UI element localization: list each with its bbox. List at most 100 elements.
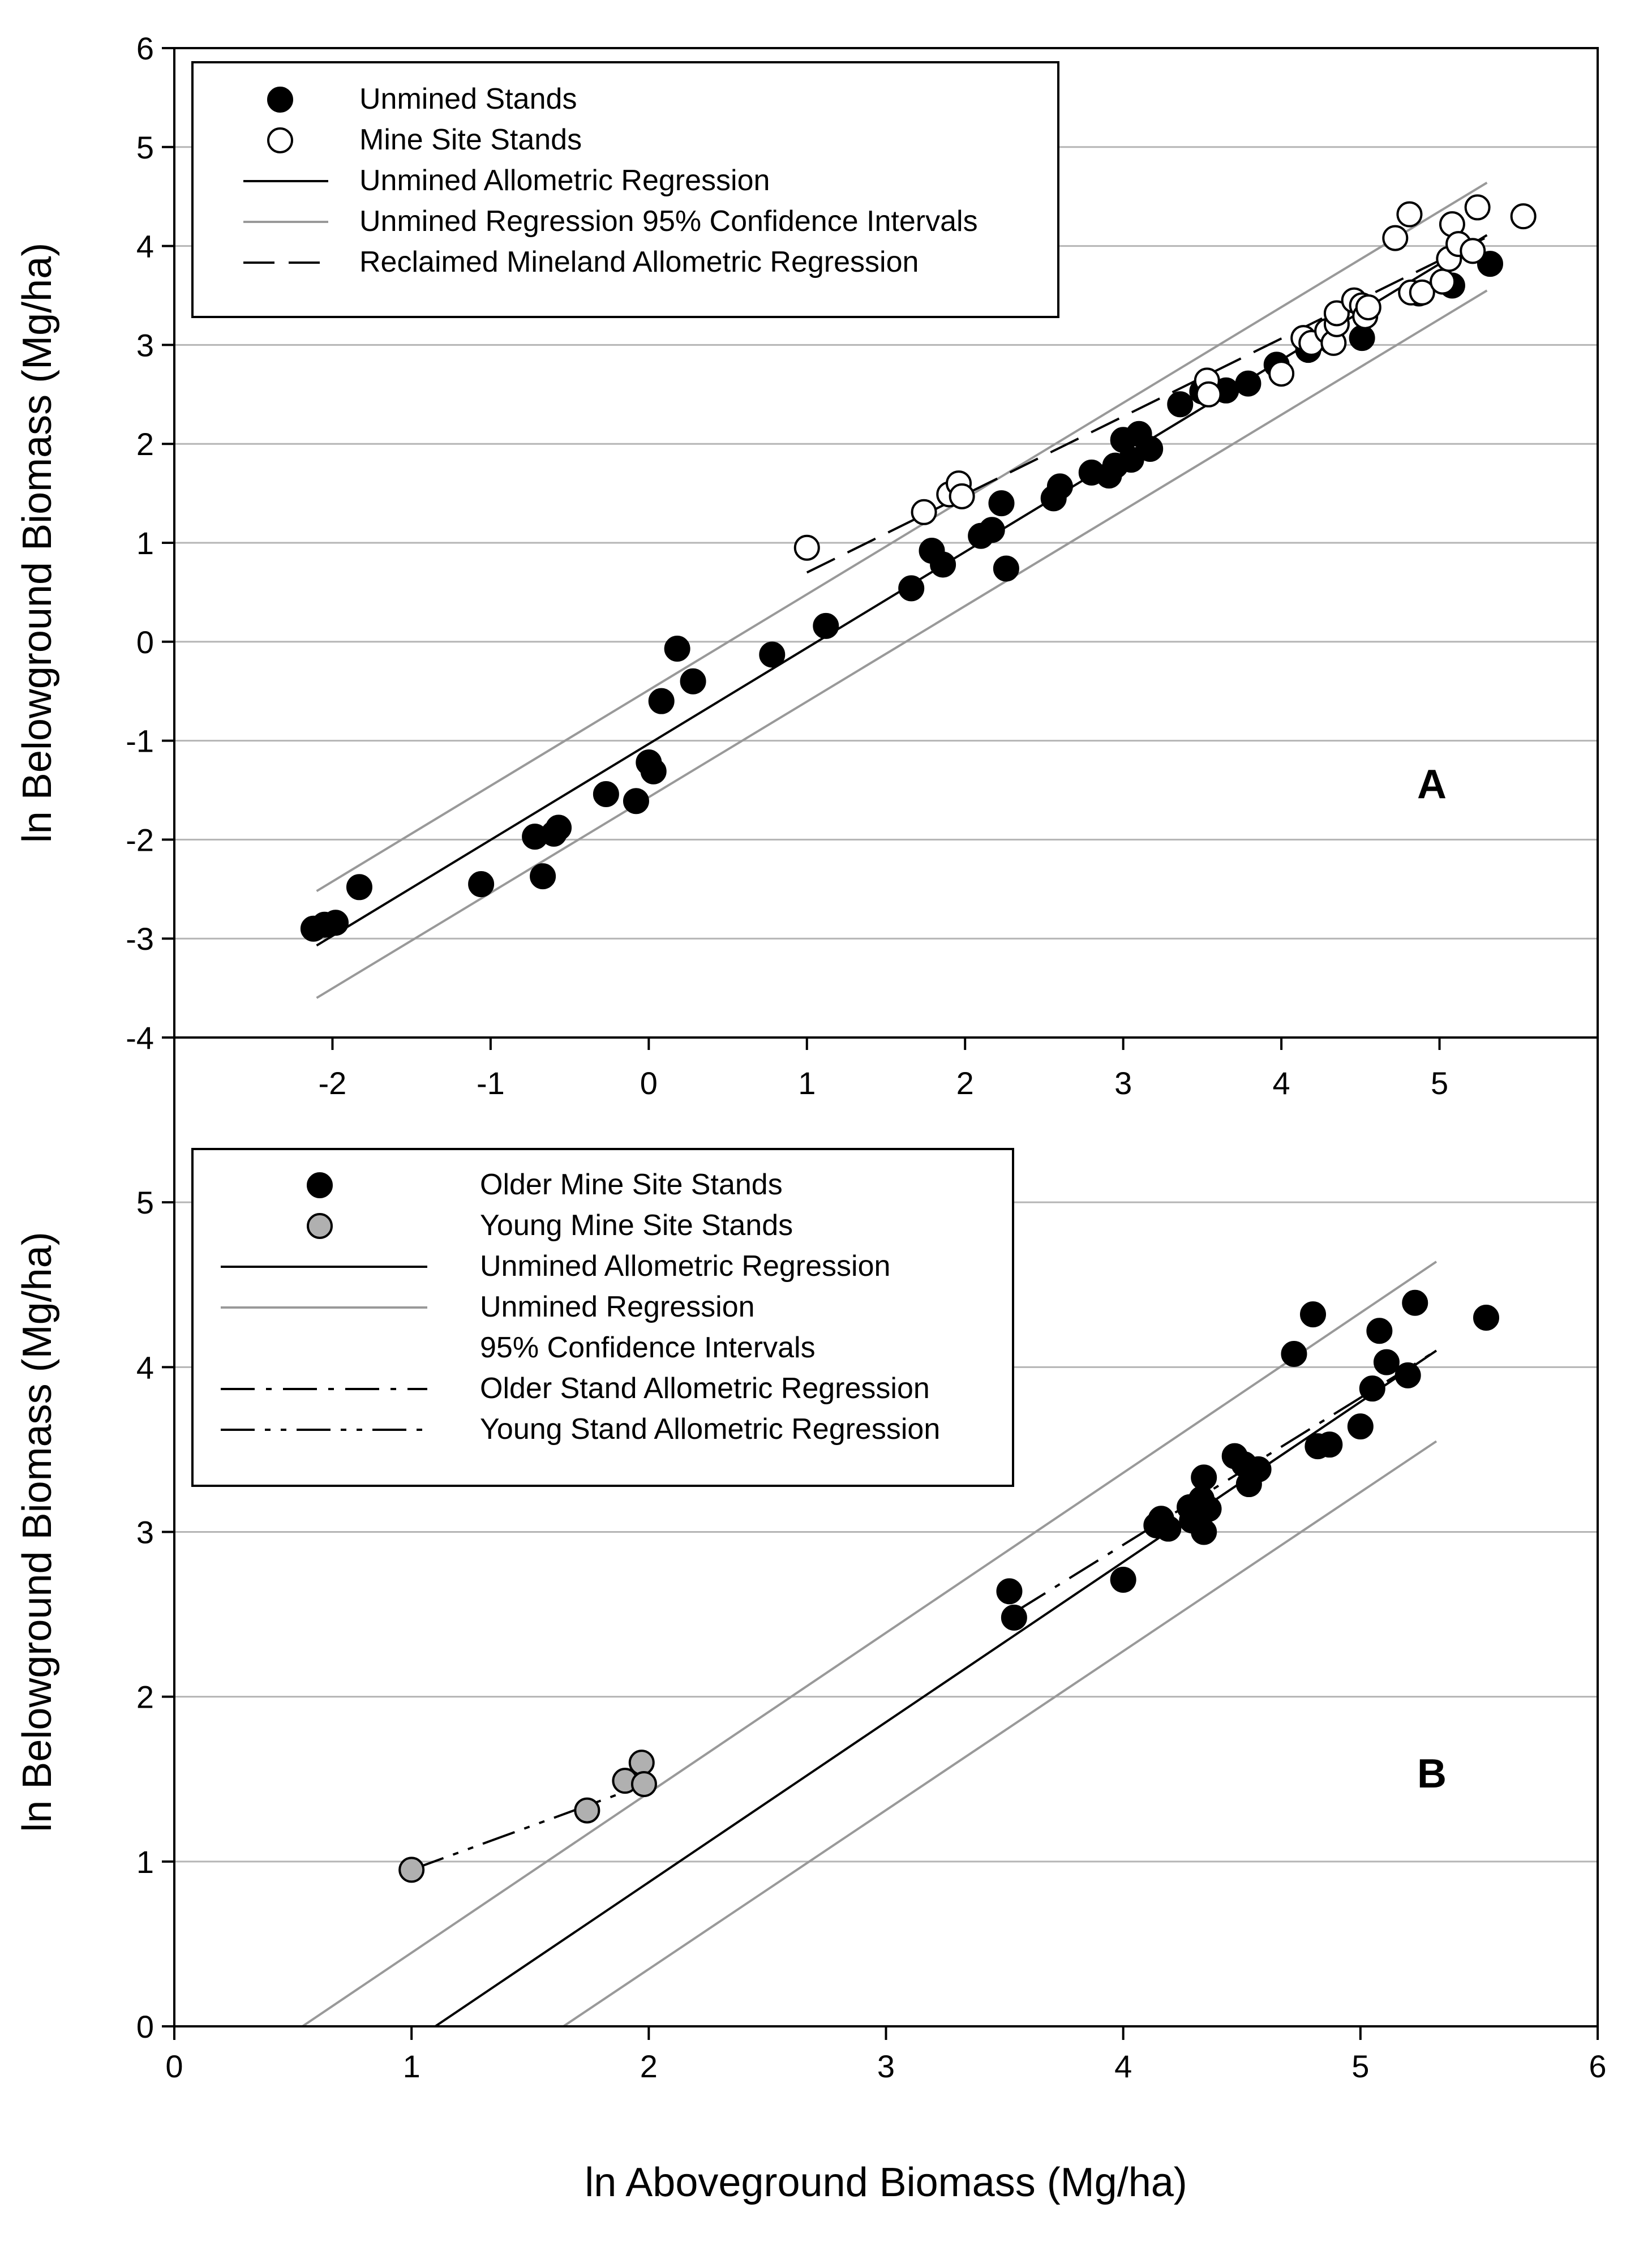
x-tick-label: 3 <box>1114 1065 1132 1101</box>
legends-layer: Unmined Stands Mine Site Stands Unmined Al… <box>191 61 1059 1487</box>
y-tick-label: 5 <box>136 1185 154 1220</box>
data-point <box>346 874 372 901</box>
legend-label: Unmined Regression <box>480 1291 755 1323</box>
x-tick-label: -1 <box>477 1065 505 1101</box>
data-point <box>1510 203 1537 230</box>
y-tick-label: 0 <box>136 2009 154 2044</box>
y-tick-label: 5 <box>136 130 154 165</box>
data-point <box>1191 1464 1217 1491</box>
data-point <box>1281 1341 1307 1368</box>
data-point <box>1430 268 1456 295</box>
y-tick-label: -3 <box>126 921 154 957</box>
x-tick-label: 3 <box>877 2048 895 2084</box>
x-tick-label: 1 <box>798 1065 816 1101</box>
data-point <box>623 788 649 815</box>
y-tick-label: 6 <box>136 31 154 66</box>
legend-marker <box>267 87 293 113</box>
data-point <box>930 551 956 578</box>
x-tick-label: 0 <box>640 1065 658 1101</box>
data-point <box>1155 1515 1182 1542</box>
labels-layer: -4 -3 -2 -1 0 1 2 3 4 5 6 -2 -1 0 1 2 3 4 5 ln Belowground … <box>15 31 1607 2205</box>
regression-line <box>806 236 1488 574</box>
legend-label: Unmined Regression 95% Confidence Interv… <box>359 205 978 238</box>
data-point <box>1464 194 1491 221</box>
y-tick-label: 0 <box>136 624 154 660</box>
data-point <box>988 490 1015 517</box>
data-point <box>593 781 619 807</box>
y-tick-label: 4 <box>136 1349 154 1385</box>
data-point <box>1409 279 1435 306</box>
data-point <box>1349 325 1375 351</box>
y-tick-label: 3 <box>136 327 154 363</box>
data-point <box>949 483 975 509</box>
data-points-layer <box>300 194 1537 1883</box>
y-tick-label: 2 <box>136 426 154 462</box>
data-point <box>530 863 556 890</box>
legend-label: Mine Site Stands <box>359 123 582 156</box>
data-point <box>1355 294 1381 320</box>
y-axis-title: ln Belowground Biomass (Mg/ha) <box>15 243 60 843</box>
data-point <box>680 668 706 695</box>
x-tick-label: 4 <box>1273 1065 1290 1101</box>
data-point <box>648 688 675 714</box>
legend-label: Young Mine Site Stands <box>480 1209 793 1242</box>
data-point <box>1195 1495 1222 1522</box>
x-tick-label: 2 <box>640 2048 658 2084</box>
y-tick-label: 2 <box>136 1679 154 1715</box>
data-point <box>1473 1304 1499 1331</box>
data-point <box>996 1578 1023 1605</box>
legend-label: Unmined Allometric Regression <box>480 1250 890 1283</box>
data-point <box>1046 473 1073 500</box>
y-tick-label: 1 <box>136 1844 154 1880</box>
legend-marker <box>267 127 293 153</box>
regression-line <box>1015 1349 1438 1612</box>
data-point <box>993 555 1019 582</box>
data-point <box>1137 435 1164 462</box>
legend-label: Unmined Allometric Regression <box>359 164 770 197</box>
y-tick-label: -1 <box>126 723 154 759</box>
data-point <box>793 534 820 561</box>
data-point <box>759 641 786 668</box>
data-point <box>1477 251 1503 277</box>
regression-line <box>302 1261 1438 2027</box>
data-point <box>1359 1375 1385 1402</box>
y-tick-label: 1 <box>136 525 154 561</box>
y-axis-title: ln Belowground Biomass (Mg/ha) <box>15 1232 60 1832</box>
legend-box <box>191 61 1059 318</box>
data-point <box>574 1797 600 1824</box>
data-point <box>468 871 495 898</box>
regression-line <box>563 1440 1438 2027</box>
data-point <box>1195 381 1222 408</box>
data-point <box>1460 238 1486 264</box>
data-point <box>630 1771 657 1797</box>
data-point <box>323 910 349 936</box>
data-point <box>1347 1413 1374 1440</box>
data-point <box>1323 300 1350 327</box>
panel-label: B <box>1417 1751 1447 1797</box>
regression-line <box>316 182 1488 893</box>
legend-label: Reclaimed Mineland Allometric Regression <box>359 246 919 278</box>
legend-marker <box>307 1213 333 1239</box>
data-point <box>1268 361 1295 387</box>
data-point <box>664 636 690 662</box>
x-tick-label: 5 <box>1351 2048 1369 2084</box>
legend-label: 95% Confidence Intervals <box>480 1331 816 1364</box>
legend-label: Unmined Stands <box>359 83 577 115</box>
data-point <box>398 1857 425 1883</box>
legend-label: Older Stand Allometric Regression <box>480 1372 930 1405</box>
x-tick-label: 6 <box>1589 2048 1606 2084</box>
x-axis-title: ln Aboveground Biomass (Mg/ha) <box>585 2160 1187 2205</box>
regression-line <box>411 1785 642 1871</box>
data-point <box>1396 201 1423 228</box>
data-point <box>546 815 572 841</box>
x-tick-label: 0 <box>165 2048 183 2084</box>
data-point <box>1402 1289 1428 1316</box>
regression-line <box>316 289 1488 999</box>
y-tick-label: -4 <box>126 1020 154 1056</box>
data-point <box>1373 1349 1400 1375</box>
legend-label: Older Mine Site Stands <box>480 1168 783 1201</box>
data-point <box>1110 1566 1136 1593</box>
data-point <box>813 612 839 639</box>
